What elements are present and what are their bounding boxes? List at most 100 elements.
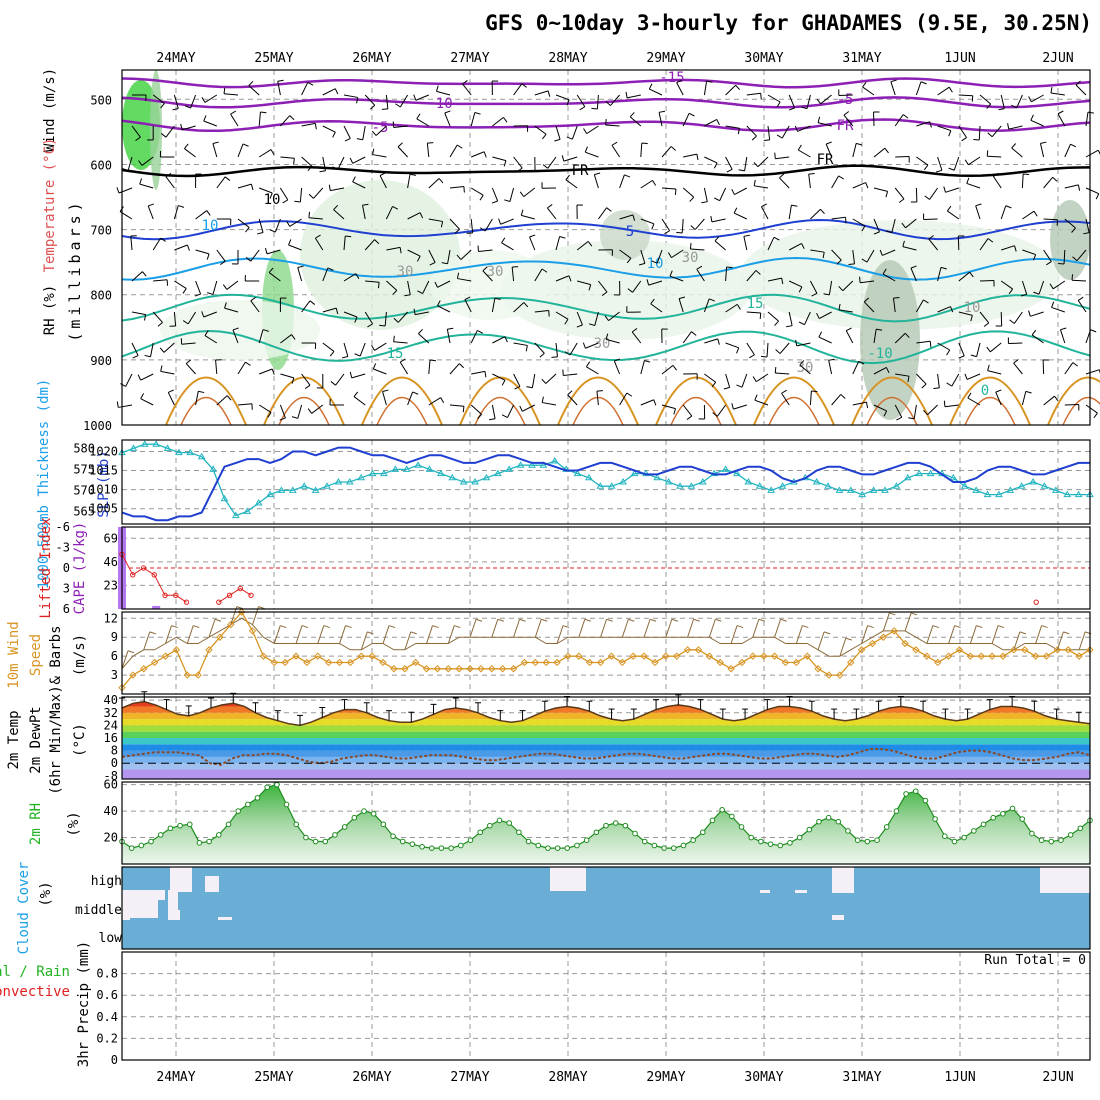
- speed-point: [140, 665, 148, 673]
- wind-barb-flag: [904, 332, 910, 339]
- wind-barb: [428, 218, 443, 222]
- wind-barb-flag: [1040, 141, 1047, 144]
- surface-arch: [557, 376, 639, 426]
- wind-barb: [1063, 249, 1066, 265]
- wind10-barb: [882, 612, 890, 632]
- wind-barb-flag: [863, 297, 870, 303]
- wind-barb: [682, 187, 695, 198]
- thickness-point: [767, 486, 776, 493]
- wind-barb-flag: [923, 409, 928, 416]
- wind-barb: [605, 338, 620, 344]
- speed-point: [270, 658, 278, 667]
- wind-barb: [513, 302, 525, 313]
- wind-barb: [1043, 395, 1055, 406]
- wind-barb-flag: [761, 355, 768, 358]
- speed-point: [966, 652, 975, 660]
- rh-point: [487, 822, 493, 829]
- wind-barb: [384, 311, 387, 326]
- wind-barb: [1064, 362, 1074, 375]
- speed-point: [205, 646, 213, 654]
- wind-barb: [852, 401, 867, 406]
- wind-barb: [788, 242, 802, 251]
- wind-barb-flag: [838, 175, 844, 180]
- wind-barb-flag: [801, 243, 805, 250]
- wind-barb-flag: [566, 136, 573, 140]
- wind-barb-flag: [547, 90, 551, 97]
- rh-point: [148, 838, 154, 845]
- wind-barb-flag: [631, 328, 638, 333]
- wind-barb: [703, 81, 708, 96]
- thickness-point: [231, 511, 240, 519]
- wind-barb: [416, 118, 430, 127]
- wind-barb: [658, 112, 663, 127]
- wind-barb: [1085, 369, 1100, 375]
- thickness-point: [858, 490, 867, 498]
- thickness-point: [175, 448, 183, 456]
- wind-barb: [531, 373, 536, 388]
- wind-barb-flag: [186, 244, 190, 251]
- wind-barb: [976, 342, 981, 357]
- wind-barb: [373, 368, 387, 375]
- wind-barb-flag: [503, 117, 508, 123]
- wind-barb-flag: [517, 167, 523, 172]
- wind-barb-flag: [840, 394, 846, 399]
- wind-barb-flag: [902, 114, 909, 119]
- wind-barb: [809, 280, 818, 294]
- wind-barb-flag: [861, 258, 868, 263]
- thickness-point: [1017, 482, 1026, 489]
- wind-barb-flag: [501, 379, 506, 386]
- wind-barb: [704, 338, 718, 344]
- label-lifted-index: Lifted Index: [38, 517, 54, 618]
- surface-arch-inner: [1062, 396, 1100, 426]
- date-label-top: 25MAY: [254, 51, 293, 66]
- wind-barb-flag: [180, 123, 183, 130]
- wind-barb: [1064, 144, 1071, 158]
- wind-barb-flag: [625, 91, 628, 99]
- wind-barb-flag: [650, 298, 655, 305]
- wind-barb-flag: [975, 203, 982, 207]
- wind-barb-flag: [355, 273, 360, 280]
- wind-barb: [894, 404, 903, 418]
- wind-barb: [165, 176, 175, 189]
- upper-ytick: 600: [90, 158, 112, 172]
- wind-barb-flag: [270, 149, 275, 156]
- cloud-fill: [122, 867, 1090, 949]
- wind-barb-flag: [579, 106, 586, 111]
- speed-point: [792, 658, 801, 667]
- wind-barb: [819, 311, 832, 320]
- wind-barb: [204, 335, 218, 344]
- wind-barb-flag: [964, 373, 968, 380]
- wind-barb-flag: [178, 205, 185, 208]
- thickness-point: [448, 473, 457, 481]
- wind-barb: [640, 399, 654, 406]
- wind-barb-flag: [969, 271, 974, 278]
- wind-barb: [882, 249, 896, 256]
- isotherm-line: [121, 329, 1091, 365]
- rh-shade: [1050, 200, 1090, 280]
- slp-ytick: 1020: [89, 444, 118, 458]
- wind-barb-flag: [576, 324, 583, 328]
- wind-barb-flag: [334, 88, 339, 95]
- precip-ytick: 0.4: [96, 1010, 118, 1024]
- wind-barb-flag: [774, 320, 779, 326]
- wind-barb-flag: [843, 111, 850, 116]
- wind-barb: [927, 404, 938, 416]
- wind-barb-flag: [160, 103, 165, 109]
- wind-barb-flag: [459, 363, 465, 369]
- wind-barb: [393, 341, 408, 344]
- wind-barb: [301, 122, 316, 127]
- wind-barb-flag: [664, 230, 670, 235]
- wind-barb-flag: [269, 229, 276, 233]
- wind-barb-flag: [419, 212, 424, 219]
- wind10-barb-flag: [584, 618, 591, 622]
- rh-point: [729, 813, 735, 820]
- wind-barb: [379, 175, 387, 189]
- wind-barb: [248, 85, 260, 96]
- wind-barb: [563, 156, 578, 162]
- thickness-point: [824, 482, 832, 489]
- wind-barb: [852, 249, 856, 264]
- speed-point: [335, 658, 344, 667]
- wind-barb-flag: [736, 384, 743, 388]
- rh-point: [1000, 810, 1006, 817]
- wind-barb: [232, 329, 239, 344]
